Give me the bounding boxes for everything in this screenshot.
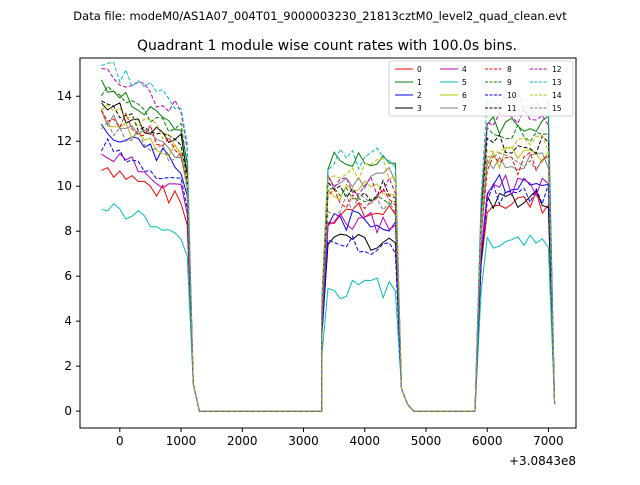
series-line-13 bbox=[101, 61, 556, 412]
legend-box bbox=[388, 60, 574, 117]
y-tick-label: 4 bbox=[64, 314, 72, 328]
legend-label-9: 9 bbox=[507, 78, 512, 87]
legend-label-15: 15 bbox=[552, 104, 562, 113]
x-tick-label: 2000 bbox=[227, 434, 258, 448]
legend-label-4: 4 bbox=[462, 65, 467, 74]
legend-label-5: 5 bbox=[462, 78, 467, 87]
x-tick-label: 4000 bbox=[349, 434, 380, 448]
y-tick-label: 8 bbox=[64, 224, 72, 238]
y-tick-label: 10 bbox=[57, 179, 72, 193]
legend-label-6: 6 bbox=[462, 91, 467, 100]
x-tick-label: 5000 bbox=[411, 434, 442, 448]
series-line-15 bbox=[101, 120, 556, 412]
legend-label-11: 11 bbox=[507, 104, 517, 113]
y-tick-label: 14 bbox=[57, 89, 72, 103]
series-lines bbox=[100, 61, 556, 412]
legend-label-2: 2 bbox=[417, 91, 422, 100]
y-tick-label: 0 bbox=[64, 404, 72, 418]
y-tick-label: 12 bbox=[57, 134, 72, 148]
x-axis-offset-label: +3.0843e8 bbox=[509, 454, 576, 468]
chart-title: Quadrant 1 module wise count rates with … bbox=[137, 38, 517, 54]
y-tick-label: 2 bbox=[64, 359, 72, 373]
x-tick-label: 6000 bbox=[472, 434, 503, 448]
legend-label-7: 7 bbox=[462, 104, 467, 113]
legend-label-3: 3 bbox=[417, 104, 422, 113]
x-tick-label: 7000 bbox=[533, 434, 564, 448]
legend-label-14: 14 bbox=[552, 91, 562, 100]
axes-frame bbox=[79, 57, 577, 429]
x-tick-label: 3000 bbox=[288, 434, 319, 448]
series-line-5 bbox=[101, 203, 556, 412]
figure-suptitle: Data file: modeM0/AS1A07_004T01_90000032… bbox=[73, 9, 567, 23]
legend-label-8: 8 bbox=[507, 65, 512, 74]
legend-label-12: 12 bbox=[552, 65, 562, 74]
x-tick-label: 0 bbox=[116, 434, 124, 448]
legend-label-13: 13 bbox=[552, 78, 562, 87]
legend-label-1: 1 bbox=[417, 78, 422, 87]
legend-label-0: 0 bbox=[417, 65, 422, 74]
legend-label-10: 10 bbox=[507, 91, 517, 100]
y-tick-label: 6 bbox=[64, 269, 72, 283]
x-tick-label: 1000 bbox=[166, 434, 197, 448]
